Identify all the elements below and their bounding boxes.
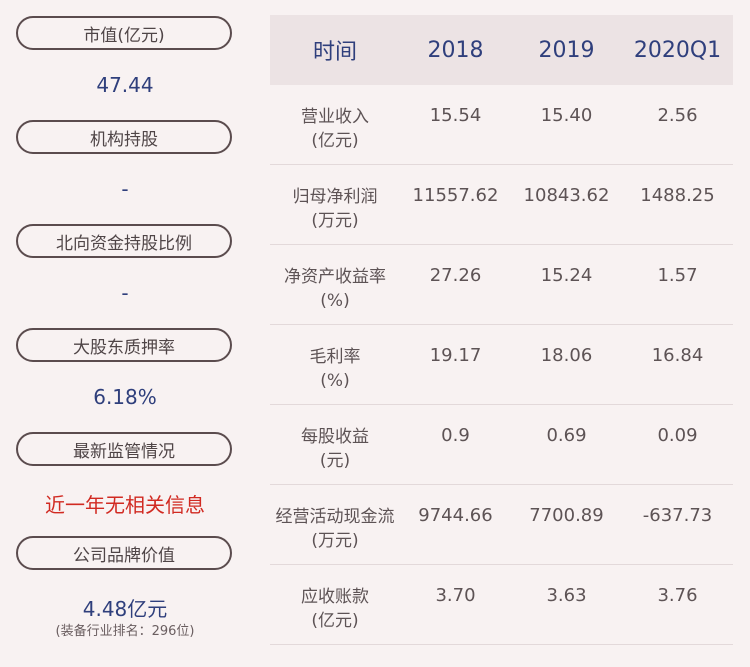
row-label: 毛利率 (%) [309,347,361,391]
cell: 9744.66 [418,505,493,526]
header-2019: 2019 [538,37,595,63]
cell: 16.84 [651,345,704,366]
header-2020q1: 2020Q1 [633,37,722,63]
market-cap-label: 市值(亿元) [16,16,232,50]
table-row: 净资产收益率 (%) 27.26 15.24 1.57 [270,245,733,325]
cell: 0.09 [657,425,698,446]
cell: 2.56 [657,105,698,126]
cell: 27.26 [429,265,482,286]
northbound-ratio-value: - [121,281,129,305]
table-header: 时间 2018 2019 2020Q1 [270,15,733,85]
institutional-holding-label: 机构持股 [16,120,232,154]
cell: 18.06 [540,345,593,366]
regulatory-status-label: 最新监管情况 [16,432,232,466]
header-2018: 2018 [427,37,484,63]
cell: 7700.89 [529,505,604,526]
table-row: 归母净利润 (万元) 11557.62 10843.62 1488.25 [270,165,733,245]
pledge-ratio-value: 6.18% [93,385,157,409]
table-row: 营业收入 (亿元) 15.54 15.40 2.56 [270,85,733,165]
table-row: 经营活动现金流 (万元) 9744.66 7700.89 -637.73 [270,485,733,565]
cell: 15.54 [429,105,482,126]
institutional-holding-value: - [121,177,129,201]
cell: 3.63 [546,585,587,606]
brand-value-label: 公司品牌价值 [16,536,232,570]
brand-value-value: 4.48亿元 [82,597,168,621]
cell: 15.24 [540,265,593,286]
pledge-ratio-label: 大股东质押率 [16,328,232,362]
row-label: 每股收益 (元) [301,427,369,471]
row-label: 营业收入 (亿元) [301,107,369,151]
left-panel: 市值(亿元) 47.44 机构持股 - 北向资金持股比例 - 大股东质押率 6.… [0,0,250,667]
table-row: 应收账款 (亿元) 3.70 3.63 3.76 [270,565,733,645]
cell: -637.73 [642,505,713,526]
cell: 0.9 [441,425,470,446]
cell: 15.40 [540,105,593,126]
regulatory-status-value: 近一年无相关信息 [45,493,205,517]
brand-rank-note: (装备行业排名：296位) [55,624,195,639]
row-label: 经营活动现金流 (万元) [275,507,395,551]
northbound-ratio-label: 北向资金持股比例 [16,224,232,258]
row-label: 应收账款 (亿元) [301,587,369,631]
cell: 3.70 [435,585,476,606]
row-label: 归母净利润 (万元) [292,187,378,231]
row-label: 净资产收益率 (%) [284,267,386,311]
cell: 10843.62 [523,185,610,206]
cell: 1.57 [657,265,698,286]
cell: 0.69 [546,425,587,446]
cell: 11557.62 [412,185,499,206]
cell: 19.17 [429,345,482,366]
cell: 1488.25 [640,185,715,206]
table-row: 毛利率 (%) 19.17 18.06 16.84 [270,325,733,405]
cell: 3.76 [657,585,698,606]
table-row: 每股收益 (元) 0.9 0.69 0.09 [270,405,733,485]
financial-table: 时间 2018 2019 2020Q1 营业收入 (亿元) 15.54 15.40… [270,15,733,645]
header-time: 时间 [312,40,357,65]
market-cap-value: 47.44 [96,73,154,97]
